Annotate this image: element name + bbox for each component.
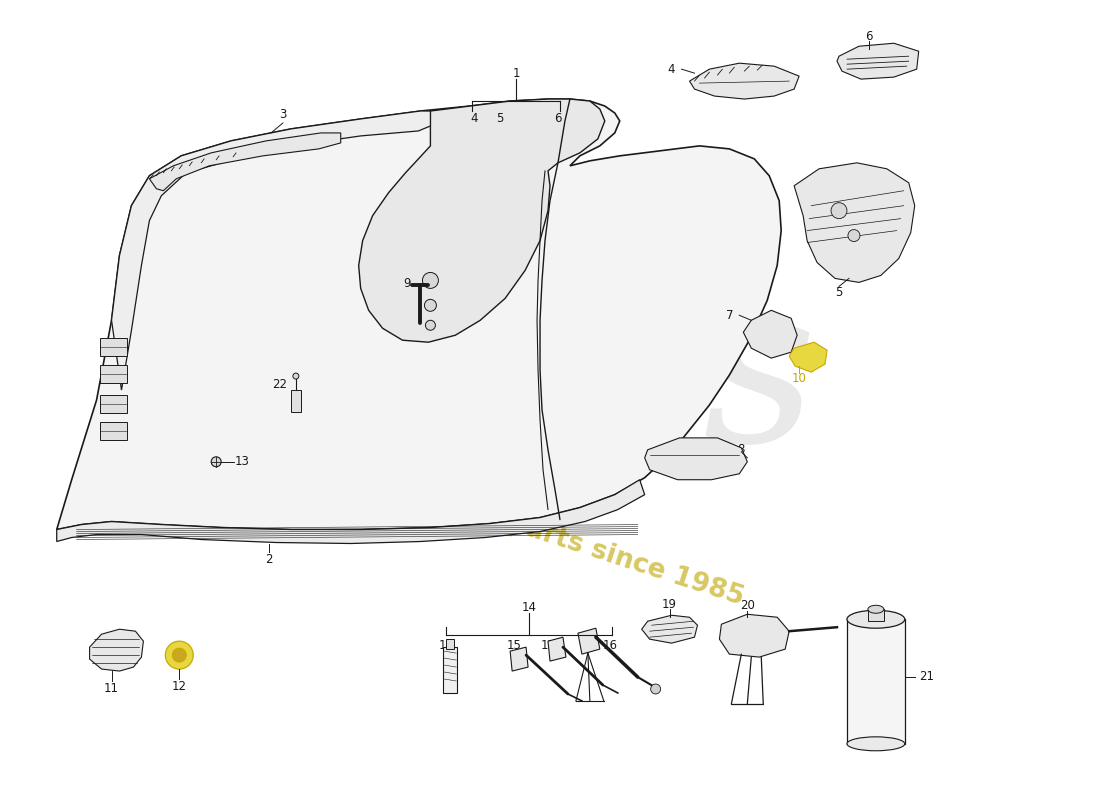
Circle shape [422, 273, 439, 288]
Polygon shape [510, 647, 528, 671]
Text: e: e [175, 322, 307, 538]
Text: 14: 14 [521, 601, 537, 614]
Ellipse shape [868, 606, 883, 614]
Text: 7: 7 [726, 309, 733, 322]
Polygon shape [719, 614, 789, 657]
Text: 15: 15 [507, 638, 521, 652]
Polygon shape [789, 342, 827, 372]
Text: s: s [702, 272, 816, 488]
Polygon shape [837, 43, 918, 79]
Text: 22: 22 [273, 378, 287, 390]
Ellipse shape [847, 737, 905, 750]
Polygon shape [548, 637, 565, 661]
Polygon shape [645, 438, 747, 480]
Text: 5: 5 [835, 286, 843, 299]
Polygon shape [359, 99, 605, 342]
Circle shape [426, 320, 436, 330]
Bar [100, 365, 128, 383]
Circle shape [211, 457, 221, 466]
Text: 5: 5 [496, 113, 504, 126]
Text: 2: 2 [265, 553, 273, 566]
Bar [100, 338, 128, 356]
Text: 12: 12 [172, 681, 187, 694]
Text: 20: 20 [740, 598, 755, 612]
Text: 3: 3 [279, 109, 287, 122]
Circle shape [293, 373, 299, 379]
Text: 8: 8 [738, 443, 745, 456]
Polygon shape [794, 163, 915, 282]
Polygon shape [641, 615, 697, 643]
Polygon shape [690, 63, 799, 99]
Circle shape [173, 648, 186, 662]
Polygon shape [578, 628, 600, 654]
Text: a passion for parts since 1985: a passion for parts since 1985 [312, 448, 748, 611]
Polygon shape [57, 480, 645, 543]
Polygon shape [57, 99, 781, 530]
Text: 9: 9 [403, 277, 410, 290]
Circle shape [848, 230, 860, 242]
Bar [868, 610, 883, 622]
Bar [447, 639, 454, 649]
Bar [290, 390, 301, 412]
Circle shape [425, 299, 437, 311]
Circle shape [830, 202, 847, 218]
Text: 4: 4 [471, 113, 478, 126]
Text: 1: 1 [513, 66, 520, 80]
Bar [100, 395, 128, 413]
Bar [847, 619, 905, 744]
Text: 21: 21 [920, 670, 934, 683]
Polygon shape [744, 310, 798, 358]
Circle shape [650, 684, 661, 694]
Polygon shape [89, 630, 143, 671]
Text: 19: 19 [662, 598, 678, 610]
Ellipse shape [847, 610, 905, 628]
Text: p: p [429, 282, 571, 498]
Polygon shape [111, 111, 430, 390]
Circle shape [165, 641, 194, 669]
Text: 4: 4 [668, 62, 675, 76]
Text: 13: 13 [234, 455, 250, 468]
Text: 6: 6 [554, 113, 562, 126]
Text: 18: 18 [439, 638, 454, 652]
Text: 17: 17 [540, 638, 556, 652]
Text: 16: 16 [603, 638, 617, 652]
Bar [100, 422, 128, 440]
Polygon shape [150, 133, 341, 190]
Text: 6: 6 [865, 30, 872, 42]
Bar [443, 647, 458, 693]
Text: 10: 10 [792, 371, 806, 385]
Text: 11: 11 [104, 682, 119, 695]
